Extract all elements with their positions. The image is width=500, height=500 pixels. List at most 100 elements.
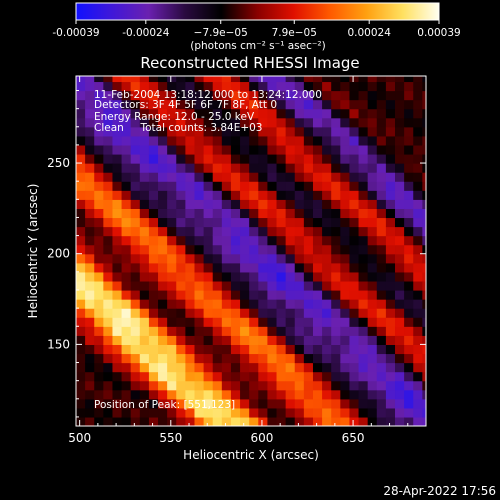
heatmap-cell [212, 217, 223, 228]
heatmap-cell [221, 181, 232, 191]
heatmap-cell [312, 81, 323, 92]
heatmap-cell [303, 163, 314, 173]
heatmap-cell [103, 317, 114, 327]
heatmap-cell [176, 135, 186, 146]
heatmap-cell [276, 289, 287, 300]
heatmap-cell [240, 416, 250, 426]
heatmap-cell [285, 126, 296, 137]
heatmap-cell [385, 172, 396, 182]
heatmap-cell [85, 271, 95, 282]
heatmap-cell [303, 135, 314, 146]
heatmap-cell [312, 153, 323, 164]
heatmap-cell [422, 371, 426, 382]
heatmap-cell [185, 208, 196, 219]
heatmap-cell [376, 335, 387, 345]
heatmap-cell [358, 76, 369, 83]
heatmap-cell [203, 416, 214, 426]
heatmap-cell [358, 153, 369, 164]
heatmap-cell [376, 353, 387, 364]
heatmap-image [76, 76, 426, 426]
heatmap-cell [285, 362, 296, 373]
heatmap-cell [358, 362, 369, 373]
heatmap-cell [221, 371, 232, 382]
heatmap-cell [194, 289, 205, 300]
heatmap-cell [285, 326, 296, 336]
heatmap-cell [130, 208, 141, 219]
heatmap-cell [331, 253, 341, 264]
heatmap-cell [185, 353, 196, 364]
heatmap-cell [349, 371, 360, 382]
heatmap-cell [221, 416, 232, 426]
heatmap-cell [385, 299, 396, 309]
heatmap-cell [130, 244, 141, 255]
heatmap-cell [148, 244, 159, 255]
heatmap-cell [212, 226, 223, 237]
heatmap-cell [285, 398, 296, 409]
heatmap-cell [221, 235, 232, 246]
heatmap-cell [303, 76, 314, 83]
heatmap-cell [312, 190, 323, 200]
heatmap-cell [230, 76, 241, 83]
heatmap-cell [103, 253, 114, 264]
heatmap-cell [404, 389, 414, 400]
heatmap-cell [303, 117, 314, 128]
heatmap-cell [148, 407, 159, 418]
heatmap-cell [395, 126, 405, 137]
heatmap-cell [367, 398, 378, 409]
heatmap-cell [376, 108, 387, 119]
heatmap-cell [249, 81, 259, 92]
heatmap-cell [267, 244, 278, 255]
heatmap-cell [285, 244, 296, 255]
heatmap-cell [285, 99, 296, 110]
heatmap-cell [94, 135, 104, 146]
heatmap-cell [322, 108, 332, 119]
heatmap-cell [185, 76, 196, 83]
heatmap-cell [167, 235, 177, 246]
heatmap-cell [167, 153, 177, 164]
heatmap-cell [240, 199, 250, 209]
heatmap-cell [230, 208, 241, 219]
heatmap-cell [358, 253, 369, 264]
heatmap-cell [76, 407, 86, 418]
heatmap-cell [303, 407, 314, 418]
heatmap-cell [230, 217, 241, 228]
heatmap-cell [404, 253, 414, 264]
heatmap-cell [404, 76, 414, 83]
heatmap-cell [130, 217, 141, 228]
heatmap-cell [312, 289, 323, 300]
heatmap-cell [422, 90, 426, 101]
heatmap-cell [121, 253, 132, 264]
heatmap-cell [422, 244, 426, 255]
heatmap-cell [139, 308, 150, 318]
heatmap-cell [194, 407, 205, 418]
y-tick-label: 200 [47, 247, 70, 261]
heatmap-cell [158, 371, 168, 382]
heatmap-cell [376, 163, 387, 173]
heatmap-cell [395, 226, 405, 237]
heatmap-cell [230, 389, 241, 400]
heatmap-cell [148, 398, 159, 409]
heatmap-cell [76, 217, 86, 228]
heatmap-cell [294, 108, 305, 119]
heatmap-cell [276, 153, 287, 164]
heatmap-cell [167, 99, 177, 110]
heatmap-cell [203, 76, 214, 83]
heatmap-cell [349, 144, 360, 155]
heatmap-cell [103, 144, 114, 155]
heatmap-cell [176, 353, 186, 364]
heatmap-cell [121, 280, 132, 291]
heatmap-cell [249, 181, 259, 191]
heatmap-cell [385, 99, 396, 110]
heatmap-cell [395, 407, 405, 418]
heatmap-cell [167, 144, 177, 155]
heatmap-cell [249, 308, 259, 318]
heatmap-cell [303, 289, 314, 300]
heatmap-cell [358, 117, 369, 128]
heatmap-cell [176, 244, 186, 255]
heatmap-cell [85, 76, 95, 83]
heatmap-cell [340, 108, 351, 119]
heatmap-cell [185, 262, 196, 273]
heatmap-cell [358, 271, 369, 282]
heatmap-cell [312, 208, 323, 219]
heatmap-cell [294, 271, 305, 282]
